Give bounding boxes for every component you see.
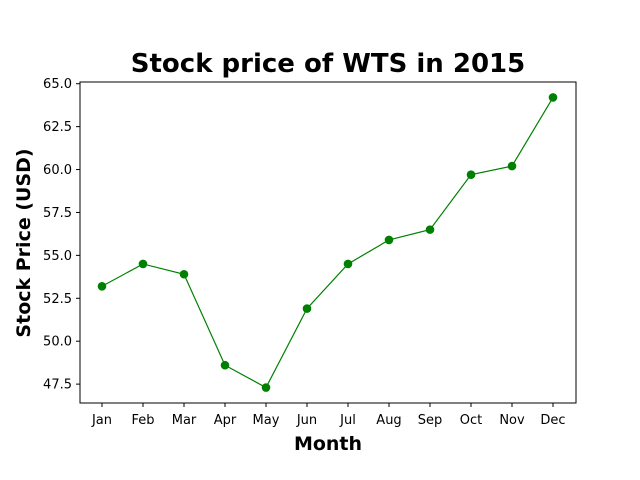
x-tick-label: Apr — [214, 413, 237, 428]
x-tick-label: Sep — [418, 413, 443, 428]
x-tick-label: Jun — [296, 413, 317, 428]
data-point — [220, 360, 230, 370]
y-tick-label: 62.5 — [43, 120, 72, 135]
y-tick-label: 50.0 — [43, 335, 72, 350]
data-point — [302, 304, 312, 313]
x-tick-label: Aug — [376, 413, 401, 428]
data-point — [548, 93, 558, 102]
price-line — [101, 97, 554, 389]
chart-title: Stock price of WTS in 2015 — [131, 49, 525, 79]
data-point — [466, 170, 476, 179]
y-tick-label: 65.0 — [43, 77, 72, 92]
y-axis-label: Stock Price (USD) — [13, 148, 35, 337]
x-axis-label: Month — [294, 433, 362, 455]
x-tick-label: Oct — [460, 413, 482, 428]
x-tick-label: Jul — [339, 413, 356, 428]
y-tick-label: 55.0 — [43, 249, 72, 264]
x-tick-label: Nov — [499, 413, 525, 428]
y-tick-label: 60.0 — [43, 163, 72, 178]
plot-area — [79, 81, 577, 404]
data-point — [261, 383, 271, 392]
x-tick-label: Feb — [131, 413, 154, 428]
x-tick-label: Dec — [540, 413, 565, 428]
x-axis: Jan Feb Mar Apr May Jun Jul Aug Sep Oct Nov Dec — [91, 403, 566, 428]
data-point — [507, 161, 517, 171]
data-point — [343, 259, 353, 269]
y-axis: 47.5 50.0 52.5 55.0 57.5 60.0 62.5 65.0 — [43, 77, 80, 393]
data-point — [179, 269, 189, 279]
y-tick-label: 47.5 — [43, 378, 72, 393]
data-point — [384, 235, 394, 245]
series-line — [97, 93, 558, 392]
y-tick-label: 57.5 — [43, 206, 72, 221]
x-tick-label: Jan — [91, 413, 112, 428]
data-point — [138, 259, 148, 269]
y-tick-label: 52.5 — [43, 292, 72, 307]
data-point — [97, 281, 107, 291]
x-tick-label: May — [253, 413, 280, 428]
data-point — [425, 225, 435, 234]
x-tick-label: Mar — [172, 413, 197, 428]
